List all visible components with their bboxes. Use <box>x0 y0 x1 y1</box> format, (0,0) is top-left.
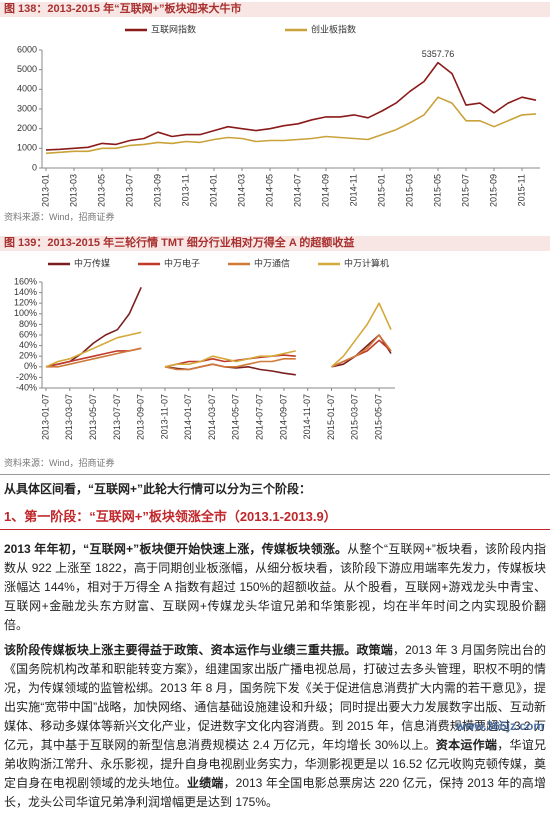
x-tick-label: 2013-07-07 <box>112 394 122 440</box>
x-tick-label: 2014-07-07 <box>255 394 265 440</box>
x-tick-label: 2014-09 <box>320 174 330 207</box>
x-tick-label: 2013-01-07 <box>40 394 50 440</box>
text-run: 资本运作端 <box>435 738 498 752</box>
intro: 从具体区间看，“互联网+”此轮大行情可以分为三个阶段： <box>4 482 312 496</box>
legend-label: 中万计算机 <box>344 257 389 268</box>
legend-label: 中万通信 <box>254 257 290 268</box>
x-tick-label: 2015-11 <box>516 174 526 206</box>
x-tick-label: 2014-01 <box>208 174 218 207</box>
x-tick-label: 2013-03 <box>68 174 78 207</box>
y-tick-label: -40% <box>16 382 37 392</box>
x-tick-label: 2015-07 <box>460 174 470 207</box>
x-tick-label: 2014-03 <box>236 174 246 207</box>
figure-title: 图 139：2013-2015 年三轮行情 TMT 细分行业相对万得全 A 的超… <box>0 236 550 251</box>
divider <box>0 474 550 475</box>
watermark: www.365jz.com <box>455 719 544 733</box>
legend-label: 互联网指数 <box>151 23 196 34</box>
x-tick-label: 2013-07 <box>124 174 134 207</box>
legend-label: 中万电子 <box>164 257 200 268</box>
y-tick-label: 60% <box>19 329 37 339</box>
section-heading: 1、第一阶段：“互联网+”板块领涨全市（2013.1-2013.9） <box>0 506 550 530</box>
legend-label: 中万传媒 <box>74 257 110 268</box>
x-tick-label: 2015-05 <box>432 174 442 207</box>
x-tick-label: 2015-03 <box>404 174 414 207</box>
y-tick-label: 20% <box>19 351 37 361</box>
y-tick-label: 100% <box>14 308 37 318</box>
text-run: 该阶段传媒板块上涨主要得益于政策、资本运作与业绩三重共振。政策端 <box>4 643 393 657</box>
body-text: 2013 年年初，“互联网+”板块便开始快速上涨，传媒板块领涨。从整个“互联网+… <box>0 540 550 818</box>
x-tick-label: 2015-03-07 <box>350 394 360 440</box>
y-tick-label: 6000 <box>17 44 37 54</box>
y-tick-label: 140% <box>14 287 37 297</box>
text-run: ，2013 年 3 月国务院出台的《国务院机构改革和职能转变方案》，组建国家出版… <box>4 643 546 752</box>
x-tick-label: 2013-11 <box>180 174 190 206</box>
x-tick-label: 2014-03-07 <box>207 394 217 440</box>
series-line <box>45 96 537 155</box>
y-tick-label: 1000 <box>17 143 37 153</box>
text-run: 从整个“互联网+”板块看，该阶段内指数从 922 上涨至 1822，高于同期创业… <box>4 542 546 632</box>
figure-title: 图 138：2013-2015 年“互联网+”板块迎来大牛市 <box>0 2 550 17</box>
x-tick-label: 2013-05 <box>96 174 106 207</box>
y-tick-label: 80% <box>19 319 37 329</box>
y-tick-label: 40% <box>19 340 37 350</box>
series-line <box>46 334 392 371</box>
x-tick-label: 2013-11-07 <box>159 394 169 439</box>
chart: 0 1000 2000 3000 4000 5000 6000 2013-01 2013-03 2… <box>17 23 540 207</box>
x-tick-label: 2013-09 <box>152 174 162 207</box>
x-tick-label: 2014-11 <box>348 174 358 206</box>
legend-label: 创业板指数 <box>311 23 356 34</box>
x-tick-label: 2015-01-07 <box>326 394 336 440</box>
text-run: 2013 年年初，“互联网+”板块便开始快速上涨，传媒板块领涨。 <box>4 542 348 556</box>
x-tick-label: 2014-05-07 <box>231 394 241 440</box>
x-tick-label: 2014-07 <box>292 174 302 207</box>
peak-label: 5357.76 <box>422 49 455 59</box>
y-tick-label: 120% <box>14 298 37 308</box>
y-tick-label: 0% <box>24 361 37 371</box>
x-tick-label: 2014-05 <box>264 174 274 207</box>
y-tick-label: 160% <box>14 276 37 286</box>
y-tick-label: 3000 <box>17 103 37 113</box>
x-tick-label: 2014-11-07 <box>302 394 312 439</box>
source-note: 资料来源：Wind，招商证券 <box>4 212 115 222</box>
x-tick-label: 2013-09-07 <box>136 394 146 440</box>
y-tick-label: -20% <box>16 372 37 382</box>
x-tick-label: 2015-05-07 <box>373 394 383 440</box>
chart: -40%-20%0%20%40%60%80%100%120%140%160% 20… <box>14 257 395 440</box>
source-note: 资料来源：Wind，招商证券 <box>4 458 115 468</box>
y-tick-label: 4000 <box>17 84 37 94</box>
y-tick-label: 5000 <box>17 64 37 74</box>
x-tick-label: 2014-01-07 <box>183 394 193 440</box>
series-line <box>45 302 392 368</box>
x-tick-label: 2013-03-07 <box>64 394 74 440</box>
x-tick-label: 2015-09 <box>488 174 498 207</box>
x-tick-label: 2015-01 <box>376 174 386 207</box>
series-line <box>45 61 537 151</box>
y-tick-label: 0 <box>32 162 37 172</box>
x-tick-label: 2014-09-07 <box>278 394 288 440</box>
text-run: 业绩端 <box>186 776 224 790</box>
y-tick-label: 2000 <box>17 123 37 133</box>
x-tick-label: 2013-05-07 <box>88 394 98 440</box>
paragraph: 2013 年年初，“互联网+”板块便开始快速上涨，传媒板块领涨。从整个“互联网+… <box>4 540 546 635</box>
x-tick-label: 2013-01 <box>40 174 50 207</box>
series-line <box>45 286 392 376</box>
